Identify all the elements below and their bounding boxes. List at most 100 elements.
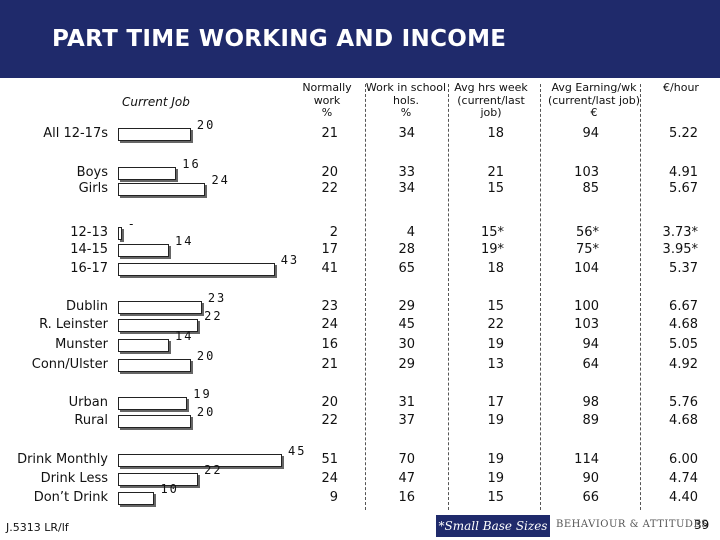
column-header-line: Avg hrs week (454, 81, 528, 94)
column-header-line: work (313, 93, 341, 107)
row-label: 12-13 (70, 225, 108, 240)
company-logo: BEHAVIOUR & ATTITUDES (556, 519, 709, 530)
row-label: Drink Less (40, 471, 108, 486)
bar (118, 473, 199, 486)
small-base-note: *Small Base Sizes (436, 515, 550, 537)
row-label: Conn/Ulster (31, 357, 108, 372)
table-cell-c2: 34 (398, 181, 415, 196)
table-cell-c5: 6.00 (669, 452, 698, 467)
table-cell-c3: 22 (487, 317, 504, 332)
column-header-c4: Avg Earning/wk (current/last job) € (544, 81, 644, 120)
bar (118, 397, 188, 410)
column-header-c3: Avg hrs week (current/last job) (441, 81, 541, 120)
table-cell-c2: 37 (398, 413, 415, 428)
table-cell-c2: 47 (398, 471, 415, 486)
row-label: 14-15 (70, 242, 108, 257)
row-label: All 12-17s (43, 126, 108, 141)
table-cell-c5: 4.68 (669, 317, 698, 332)
table-cell-c2: 65 (398, 261, 415, 276)
table-cell-c5: 5.22 (669, 126, 698, 141)
table-cell-c3: 13 (487, 357, 504, 372)
bar-value-label: 14 (175, 329, 194, 343)
table-cell-c4: 90 (582, 471, 599, 486)
bar-value-label: - (127, 217, 137, 231)
column-divider (540, 84, 541, 510)
row-label: Drink Monthly (17, 452, 108, 467)
table-cell-c5: 5.67 (669, 181, 698, 196)
column-divider (448, 84, 449, 510)
column-header-line: Normally (302, 81, 352, 94)
table-cell-c1: 23 (321, 299, 338, 314)
bar (118, 167, 177, 180)
table-cell-c3: 19* (480, 242, 504, 257)
column-header-c1: Normally work% (277, 81, 377, 120)
column-divider (640, 84, 641, 510)
column-header-line: Avg Earning/wk (551, 81, 637, 94)
bar (118, 415, 191, 428)
bar-value-label: 19 (193, 387, 212, 401)
table-cell-c5: 4.92 (669, 357, 698, 372)
page-title: PART TIME WORKING AND INCOME (52, 26, 507, 52)
table-cell-c4: 66 (582, 490, 599, 505)
bar (118, 301, 202, 314)
bar-value-label: 10 (160, 482, 179, 496)
column-header-line: (current/last job) (547, 93, 641, 107)
row-label: R. Leinster (39, 317, 108, 332)
bar (118, 454, 282, 467)
table-cell-c3: 21 (487, 165, 504, 180)
title-banner: PART TIME WORKING AND INCOME (0, 0, 720, 78)
table-cell-c4: 103 (574, 317, 599, 332)
table-cell-c5: 4.68 (669, 413, 698, 428)
table-cell-c5: 5.76 (669, 395, 698, 410)
bar-value-label: 14 (175, 234, 194, 248)
table-cell-c5: 4.91 (669, 165, 698, 180)
table-cell-c4: 103 (574, 165, 599, 180)
table-cell-c2: 34 (398, 126, 415, 141)
column-divider (365, 84, 366, 510)
bar (118, 339, 170, 352)
table-cell-c2: 33 (398, 165, 415, 180)
page-number: 39 (694, 518, 710, 532)
bar-value-label: 23 (207, 291, 227, 305)
table-cell-c1: 9 (329, 490, 338, 505)
table-cell-c5: 3.95* (662, 242, 698, 257)
column-header-line: €/hour (663, 81, 699, 94)
column-header-line: % (400, 106, 412, 119)
row-label: Girls (78, 181, 108, 196)
column-header-line: € (590, 106, 598, 119)
table-cell-c4: 89 (582, 413, 599, 428)
row-label: Urban (68, 395, 108, 410)
row-label: Don’t Drink (33, 490, 108, 505)
column-header-line: hols. (393, 93, 419, 107)
table-cell-c4: 98 (582, 395, 599, 410)
table-cell-c1: 24 (321, 471, 338, 486)
table-cell-c3: 19 (487, 413, 504, 428)
table-cell-c1: 17 (321, 242, 338, 257)
bar-value-label: 20 (196, 118, 216, 132)
table-cell-c2: 70 (398, 452, 415, 467)
bar (118, 359, 191, 372)
table-cell-c4: 114 (574, 452, 599, 467)
row-label: Boys (76, 165, 108, 180)
table-cell-c5: 4.40 (669, 490, 698, 505)
table-cell-c1: 20 (321, 395, 338, 410)
column-header-c5: €/hour (631, 81, 720, 95)
bar-value-label: 20 (196, 405, 216, 419)
bar-value-label: 24 (211, 173, 230, 187)
table-cell-c1: 51 (321, 452, 338, 467)
table-cell-c1: 22 (321, 181, 338, 196)
table-cell-c4: 104 (574, 261, 599, 276)
table-cell-c4: 100 (574, 299, 599, 314)
table-cell-c3: 18 (487, 126, 504, 141)
table-cell-c4: 94 (582, 337, 599, 352)
bar (118, 244, 170, 257)
bar (118, 319, 199, 332)
table-cell-c5: 3.73* (662, 225, 698, 240)
table-cell-c2: 29 (398, 299, 415, 314)
table-cell-c2: 4 (406, 225, 415, 240)
bar (118, 492, 155, 505)
job-reference: J.5313 LR/lf (6, 521, 69, 534)
table-cell-c5: 6.67 (669, 299, 698, 314)
table-cell-c4: 85 (582, 181, 599, 196)
row-label: Rural (74, 413, 108, 428)
